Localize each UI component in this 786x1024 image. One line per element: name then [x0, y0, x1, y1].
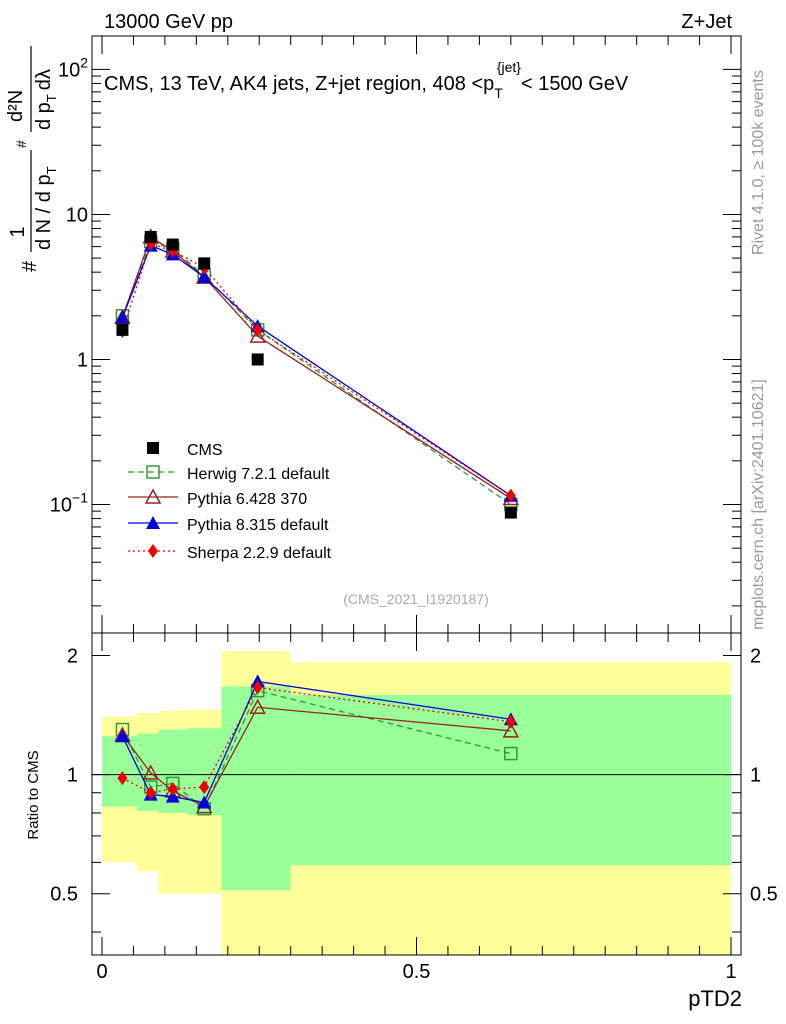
svg-text:#: #: [19, 260, 41, 272]
series-line: [121, 235, 512, 500]
main-y-tick-labels: 102 10 1 10−1: [50, 54, 88, 516]
x-tick-label-0.5: 0.5: [403, 961, 431, 983]
svg-text:d pTdλ: d pTdλ: [33, 69, 59, 130]
ratio-y-tick-label-0.5: 0.5: [50, 884, 78, 906]
ratio-point: [145, 785, 156, 800]
y-tick-label-0.1: 10−1: [50, 489, 88, 516]
ratio-point: [252, 680, 263, 695]
ratio-point: [115, 729, 130, 743]
legend-marker: [148, 544, 158, 558]
legend-marker: [144, 488, 162, 504]
legend-label-cms: CMS: [187, 442, 223, 459]
ratio-point: [142, 764, 160, 780]
header-energy-label: 13000 GeV pp: [104, 11, 233, 33]
ratio-line: [121, 689, 512, 810]
ratio-point: [167, 781, 178, 796]
ratio-line: [121, 680, 511, 804]
ratio-y-tick-label-right-2: 2: [750, 646, 761, 668]
data-point: [251, 353, 264, 366]
ratio-axis-ticks: [92, 633, 741, 955]
ratio-uncertainty-bands: [102, 651, 731, 955]
legend-label-pythia6: Pythia 6.428 370: [187, 491, 307, 508]
ratio-point: [117, 771, 128, 786]
rivet-version-label: Rivet 4.1.0, ≥ 100k events: [750, 70, 767, 255]
y-tick-label-100: 102: [58, 54, 88, 81]
y-tick-label-10: 10: [66, 204, 88, 226]
ratio-line: [121, 706, 511, 808]
ratio-y-tick-label-right-1: 1: [750, 765, 761, 787]
header-process-label: Z+Jet: [681, 11, 732, 33]
ratio-point: [199, 780, 210, 795]
data-point: [115, 310, 130, 324]
ratio-point: [249, 698, 266, 715]
svg-text:d²N: d²N: [5, 90, 27, 122]
legend-marker: [146, 516, 160, 529]
main-y-axis-label: # 1 d N / d pT # d²N d pTdλ: [5, 46, 59, 272]
data-point: [116, 323, 129, 336]
data-point: [166, 238, 179, 251]
inner-band-segment: [221, 686, 291, 891]
svg-text:1: 1: [7, 226, 29, 237]
data-point: [252, 322, 263, 337]
x-tick-label-1: 1: [725, 961, 736, 983]
legend-label-pythia8: Pythia 8.315 default: [187, 517, 329, 534]
data-point: [505, 488, 516, 503]
ratio-y-tick-label-right-0.5: 0.5: [750, 884, 778, 906]
y-tick-label-1: 1: [77, 349, 88, 371]
main-axis-ticks: [92, 36, 741, 633]
data-point: [198, 257, 211, 270]
svg-text:d N / d pT: d N / d pT: [33, 166, 59, 250]
legend-marker: [147, 442, 159, 454]
series-line: [121, 244, 512, 497]
ratio-series: [114, 674, 520, 816]
ratio-line: [122, 686, 511, 794]
ratio-point: [165, 789, 180, 803]
legend-label-sherpa: Sherpa 2.2.9 default: [187, 545, 332, 562]
ratio-point: [505, 714, 516, 729]
x-axis-label: pTD2: [688, 986, 742, 1011]
ratio-y-axis-label: Ratio to CMS: [25, 750, 42, 839]
analysis-watermark: (CMS_2021_I1920187): [343, 591, 489, 607]
ratio-point: [502, 722, 520, 738]
legend: CMS Herwig 7.2.1 default Pythia 6.428 37…: [128, 442, 332, 562]
data-point: [144, 230, 157, 243]
mcplots-label: mcplots.cern.ch [arXiv:2401.10621]: [750, 379, 767, 630]
main-series: [114, 228, 520, 519]
ratio-point: [504, 746, 518, 761]
data-point: [504, 506, 517, 519]
svg-text:#: #: [13, 140, 29, 148]
legend-label-herwig: Herwig 7.2.1 default: [187, 466, 330, 483]
ratio-y-tick-label-1: 1: [67, 765, 78, 787]
main-plot-frame: [91, 35, 742, 634]
x-tick-label-0: 0: [96, 961, 107, 983]
legend-marker: [146, 465, 160, 479]
data-point: [249, 327, 266, 343]
ratio-point: [197, 795, 212, 809]
data-point: [197, 270, 212, 284]
series-line: [121, 240, 512, 506]
plot-title: CMS, 13 TeV, AK4 jets, Z+jet region, 408…: [104, 59, 629, 101]
ratio-y-tick-label-2: 2: [67, 646, 78, 668]
series-line: [121, 242, 512, 497]
